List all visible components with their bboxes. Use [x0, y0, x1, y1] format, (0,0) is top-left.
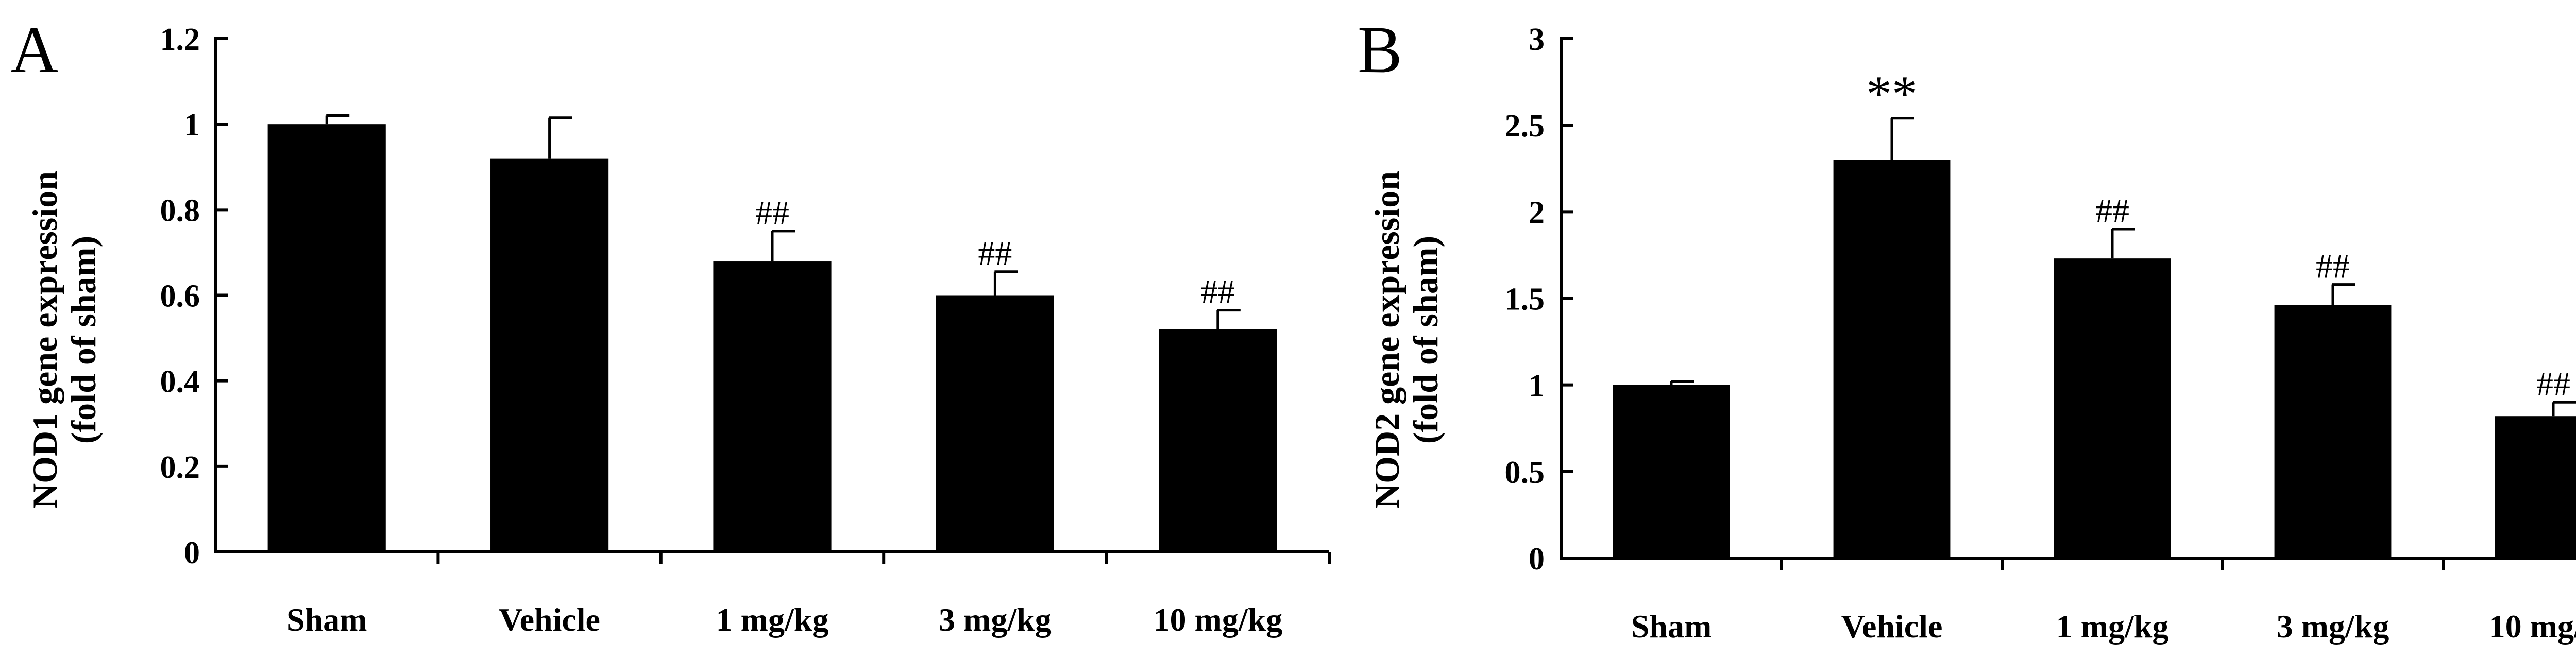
category-label-b-1: Vehicle: [1841, 608, 1943, 645]
y-tick-label-a-2: 0.4: [160, 365, 200, 400]
category-label-a-0: Sham: [286, 601, 367, 638]
bar-b-4: [2495, 416, 2576, 558]
category-label-a-4: 10 mg/kg: [1153, 601, 1282, 638]
y-tick-label-b-2: 1: [1529, 369, 1545, 404]
category-label-b-2: 1 mg/kg: [2056, 608, 2169, 645]
annotation-a-2: ##: [755, 194, 789, 232]
y-tick-label-a-1: 0.2: [160, 450, 200, 485]
bar-a-0: [267, 124, 386, 552]
y-axis-label-b-line1: NOD2 gene expression: [1367, 171, 1406, 509]
y-axis-label-a-line1: NOD1 gene expression: [25, 171, 64, 509]
annotation-b-3: ##: [2316, 248, 2350, 285]
category-label-b-3: 3 mg/kg: [2277, 608, 2389, 645]
y-tick-label-b-3: 1.5: [1505, 282, 1545, 317]
y-tick-label-a-0: 0: [184, 535, 200, 570]
panel-letter-b: B: [1358, 13, 1402, 87]
y-tick-label-b-5: 2.5: [1505, 109, 1545, 144]
bar-b-2: [2054, 258, 2171, 559]
y-tick-label-b-6: 3: [1529, 22, 1545, 57]
category-label-a-1: Vehicle: [499, 601, 600, 638]
bar-a-1: [490, 158, 609, 552]
y-axis-label-b-line2: (fold of sham): [1406, 236, 1445, 444]
category-label-a-3: 3 mg/kg: [939, 601, 1052, 638]
bar-a-2: [713, 261, 832, 552]
panel-b-nod2: B NOD2 gene expression (fold of sham) 0 0…: [1358, 13, 2576, 645]
y-tick-label-a-5: 1: [184, 108, 200, 143]
bar-b-0: [1613, 385, 1730, 558]
bar-b-1: [1833, 160, 1951, 558]
bar-b-3: [2274, 305, 2392, 558]
y-tick-label-b-1: 0.5: [1505, 455, 1545, 490]
bar-a-4: [1159, 329, 1277, 552]
category-label-b-0: Sham: [1631, 608, 1712, 645]
panel-a-nod1: A NOD1 gene expression (fold of sham) 0 0…: [10, 13, 1331, 638]
annotation-b-1: **: [1866, 65, 1918, 123]
category-label-a-2: 1 mg/kg: [716, 601, 829, 638]
annotation-b-4: ##: [2536, 365, 2570, 403]
y-tick-label-a-3: 0.6: [160, 279, 200, 314]
category-label-b-4: 10 mg/kg: [2489, 608, 2576, 645]
annotation-a-4: ##: [1201, 273, 1235, 311]
y-tick-label-a-6: 1.2: [160, 22, 200, 57]
annotation-a-3: ##: [978, 235, 1012, 272]
y-axis-label-a-line2: (fold of sham): [64, 236, 103, 444]
panel-letter-a: A: [10, 13, 59, 87]
y-tick-label-b-4: 2: [1529, 195, 1545, 230]
y-tick-label-a-4: 0.8: [160, 193, 200, 228]
y-tick-label-b-0: 0: [1529, 542, 1545, 577]
annotation-b-2: ##: [2095, 192, 2129, 230]
bar-a-3: [936, 295, 1054, 552]
